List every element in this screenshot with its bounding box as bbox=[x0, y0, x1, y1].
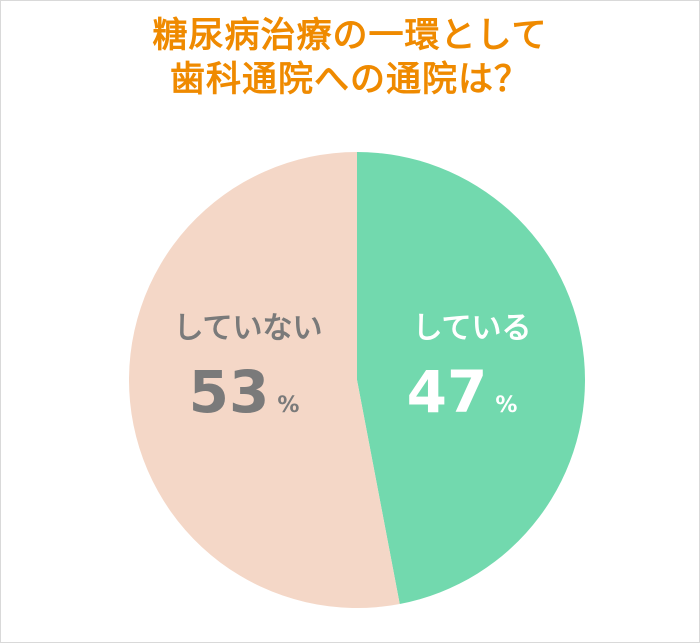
pie-slice-1 bbox=[357, 152, 585, 604]
slice-label-2: していない bbox=[173, 311, 322, 346]
pie-slice-2 bbox=[128, 152, 400, 608]
slice-value-1: 47% bbox=[407, 358, 518, 426]
slice-value-2: 53% bbox=[189, 358, 300, 426]
pie-slices bbox=[128, 152, 585, 608]
title-line-2: 歯科通院への通院は？ bbox=[169, 60, 530, 100]
slice-label-1: している bbox=[412, 311, 531, 346]
pie-labels: している 47 % していない 53% bbox=[173, 311, 531, 426]
chart-title: 糖尿病治療の一環として 歯科通院への通院は？ bbox=[0, 14, 700, 102]
title-line-1: 糖尿病治療の一環として bbox=[152, 16, 548, 56]
